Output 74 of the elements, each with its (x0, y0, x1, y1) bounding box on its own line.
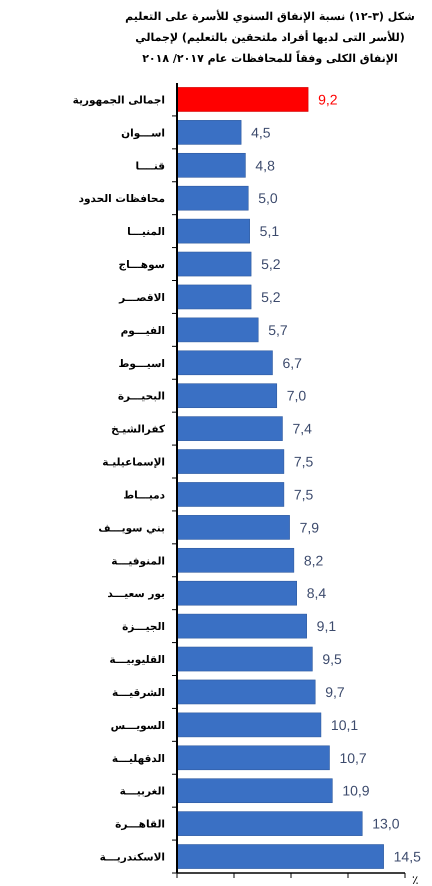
bar (176, 318, 259, 342)
y-tick-label: الشرقيـــة (112, 686, 165, 699)
bar (176, 778, 333, 804)
data-label: 14,5 (394, 848, 422, 865)
data-label: 10,1 (330, 716, 358, 733)
y-tick-label: البحيـــرة (118, 390, 165, 403)
bar (176, 515, 290, 540)
y-tick-label: الدقهليـــة (112, 752, 165, 765)
chart-title: شكل (٣-١٢) نسبة الإنفاق السنوي للأسرة على التعليم (للأسر التى لديها أفراد ملتحقين بالتعليم) لإجمالي الإنفاق الكلى وفقاً للمحافظات عام ٢٠١٧/ ٢٠١٨ (125, 9, 415, 65)
y-tick-label: بور سعيـــد (107, 588, 166, 600)
data-label: 4,8 (255, 157, 276, 174)
y-tick-label: اسيـــوط (118, 358, 165, 370)
y-tick-label: الاقصـــر (118, 292, 165, 304)
bar (176, 680, 316, 704)
bar (176, 614, 307, 638)
bar (176, 152, 246, 178)
y-tick-label: الغربيـــة (120, 786, 165, 798)
y-tick-label: القاهـــرة (115, 818, 165, 831)
y-tick-label: المنيـــا (127, 226, 165, 238)
data-label: 5,0 (258, 190, 278, 206)
bar (176, 745, 330, 770)
y-tick-label: اســـوان (121, 127, 165, 140)
bar (176, 646, 313, 672)
bar (176, 252, 252, 276)
bar (176, 811, 363, 836)
data-label: 10,9 (342, 782, 370, 799)
y-tick-label: قنــــا (136, 160, 166, 172)
bar (176, 580, 297, 606)
y-tick-label: السويـــس (110, 720, 165, 732)
y-tick-label: كفرالشيـخ (111, 424, 166, 436)
bar (176, 416, 283, 441)
bar (176, 712, 322, 738)
data-label: 9,7 (325, 684, 345, 700)
y-tick-label: سوهـــاج (118, 259, 165, 272)
y-tick-label: القليوبيـــة (109, 654, 165, 666)
y-tick-label: الفيـــوم (120, 324, 165, 337)
bar (176, 548, 294, 573)
bar (176, 844, 384, 869)
bar (176, 120, 242, 145)
y-tick-label: دميـــاط (123, 489, 166, 502)
bar (176, 186, 249, 211)
data-label: 6,7 (282, 354, 302, 371)
y-tick-label: محافظات الحدود (78, 193, 165, 206)
data-label: 5,1 (260, 223, 280, 240)
data-label: 4,5 (251, 124, 271, 140)
data-label: 5,7 (268, 322, 288, 338)
data-label: 9,5 (322, 651, 342, 668)
bar (176, 87, 308, 112)
bar (176, 350, 273, 376)
data-label: 13,0 (372, 816, 400, 832)
data-label: 9,2 (318, 91, 338, 108)
data-label: 7,0 (286, 388, 306, 404)
bar (176, 482, 284, 507)
x-axis-title: ٪ (412, 873, 418, 886)
data-label: 7,4 (292, 420, 312, 437)
data-label: 10,7 (339, 750, 367, 766)
data-label: 9,1 (316, 618, 336, 634)
y-tick-label: الاسكندريـــة (100, 852, 165, 864)
data-label: 5,2 (261, 256, 281, 272)
y-tick-label: اجمالى الجمهورية (72, 94, 165, 106)
data-label: 8,4 (306, 585, 326, 602)
bar (176, 284, 252, 310)
data-label: 8,2 (304, 552, 324, 568)
bar (176, 449, 284, 474)
y-tick-label: الجيـــزة (122, 621, 165, 634)
y-tick-label: الإسماعيليـة (102, 456, 165, 469)
data-label: 5,2 (261, 288, 281, 305)
bar (176, 383, 278, 408)
data-label: 7,9 (300, 519, 320, 536)
y-tick-label: المنوفيـــة (111, 555, 165, 568)
y-tick-label: بني سويـــف (98, 522, 166, 534)
data-label: 7,5 (294, 454, 314, 470)
data-label: 7,5 (294, 486, 314, 502)
bar (176, 218, 250, 244)
